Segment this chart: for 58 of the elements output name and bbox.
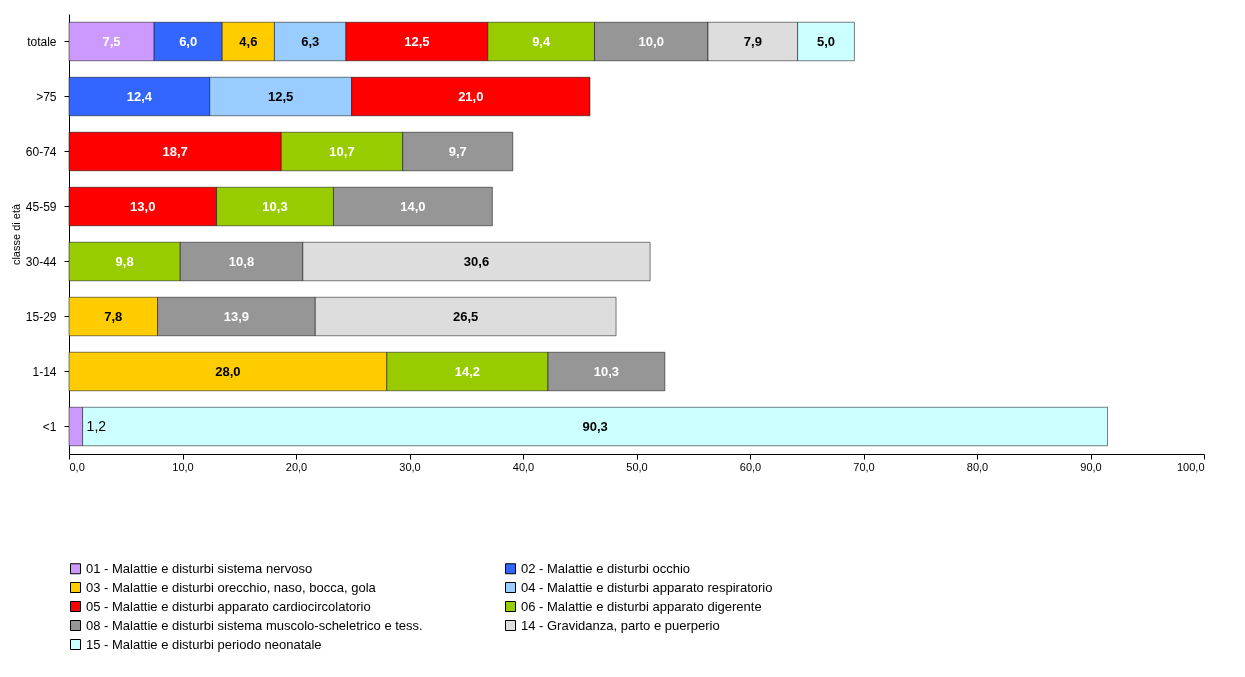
data-label: 9,7 (448, 143, 467, 159)
y-tick-label: 45-59 (25, 199, 57, 214)
data-label: 13,9 (223, 308, 250, 324)
y-axis-title: classe di età (9, 203, 22, 266)
legend-label: 05 - Malattie e disturbi apparato cardiocircolatorio (86, 598, 371, 614)
data-label: 9,4 (532, 33, 551, 49)
x-tick-label: 40,0 (512, 460, 535, 473)
x-tick-label: 50,0 (626, 460, 648, 473)
data-label: 26,5 (453, 308, 479, 324)
legend-label: 08 - Malattie e disturbi sistema muscolo-scheletrico e tess. (86, 617, 423, 633)
y-tick-label: 30-44 (25, 254, 57, 269)
data-label: 10,0 (638, 33, 664, 49)
legend-label: 02 - Malattie e disturbi occhio (521, 560, 691, 576)
data-label: 12,4 (126, 88, 153, 104)
data-label: 9,8 (115, 253, 134, 269)
x-tick-label: 60,0 (739, 460, 762, 473)
data-label: 14,2 (454, 363, 481, 379)
data-label: 10,3 (593, 363, 620, 379)
data-label: 30,6 (463, 253, 490, 269)
legend-label: 01 - Malattie e disturbi sistema nervoso (86, 560, 313, 576)
data-label: 7,5 (102, 33, 121, 49)
legend-label: 15 - Malattie e disturbi periodo neonatale (86, 636, 322, 652)
data-label: 12,5 (404, 33, 430, 49)
data-label: 18,7 (162, 143, 188, 159)
legend-label: 04 - Malattie e disturbi apparato respiratorio (521, 579, 773, 595)
data-label: 7,8 (104, 308, 123, 324)
legend-label: 06 - Malattie e disturbi apparato digerente (521, 598, 762, 614)
y-tick-label: 1-14 (32, 364, 57, 379)
x-tick-label: 30,0 (399, 460, 421, 473)
data-label: 5,0 (817, 33, 836, 49)
x-tick-label: 100,0 (1176, 460, 1205, 473)
x-tick-label: 70,0 (853, 460, 875, 473)
legend-label: 03 - Malattie e disturbi orecchio, naso, bocca, gola (86, 579, 377, 595)
y-tick-label: totale (27, 34, 57, 49)
data-label: 90,3 (582, 418, 608, 434)
data-label: 6,3 (301, 33, 320, 49)
legend-label: 14 - Gravidanza, parto e puerperio (521, 617, 720, 633)
x-tick-label: 80,0 (966, 460, 989, 473)
y-tick-label: >75 (36, 89, 57, 104)
x-tick-label: 0,0 (69, 460, 85, 473)
x-tick-label: 20,0 (285, 460, 308, 473)
data-label: 14,0 (400, 198, 426, 214)
data-label: 10,8 (228, 253, 255, 269)
data-label: 1,2 (86, 417, 107, 434)
data-label: 6,0 (179, 33, 198, 49)
data-label: 28,0 (215, 363, 241, 379)
data-label: 21,0 (458, 88, 484, 104)
data-label: 12,5 (268, 88, 294, 104)
data-label: 7,9 (743, 33, 762, 49)
x-tick-label: 10,0 (172, 460, 194, 473)
data-label: 4,6 (239, 33, 258, 49)
y-tick-label: 15-29 (25, 309, 57, 324)
x-tick-label: 90,0 (1080, 460, 1102, 473)
data-label: 13,0 (130, 198, 156, 214)
y-tick-label: 60-74 (25, 144, 57, 159)
y-tick-label: <1 (42, 419, 57, 434)
data-label: 10,7 (329, 143, 355, 159)
data-label: 10,3 (262, 198, 288, 214)
